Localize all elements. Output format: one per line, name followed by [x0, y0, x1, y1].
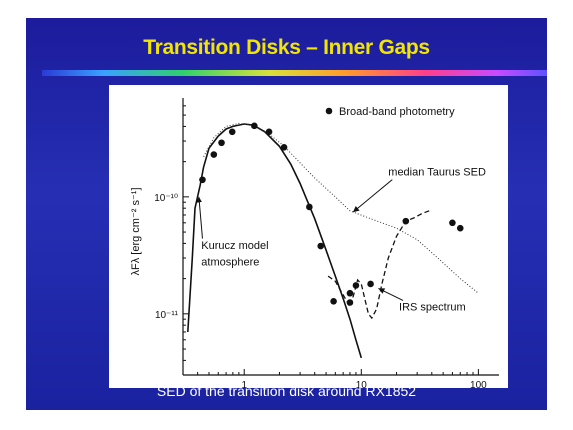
x-tick-label: 1 [241, 380, 247, 388]
x-tick-label: 100 [470, 380, 487, 388]
photometry-point [228, 128, 236, 136]
photometry-point [265, 128, 273, 136]
photometry-point [199, 176, 206, 184]
annotation-label: IRS spectrum [399, 301, 466, 313]
photometry-point [306, 203, 313, 211]
photometry-point [317, 242, 324, 250]
chart-axes: 1 10 100 10⁻¹⁰ 10⁻¹¹ λFλ [erg cm⁻² s⁻¹] [130, 98, 499, 388]
annotation-label: median Taurus SED [388, 167, 486, 179]
chart-points [199, 122, 464, 306]
title-underline-gradient [42, 70, 547, 76]
photometry-point [210, 151, 218, 158]
photometry-point [330, 297, 337, 305]
photometry-point [346, 289, 354, 297]
annotation-arrow [352, 179, 393, 213]
annotation-label: Kurucz model [201, 240, 268, 252]
photometry-point [346, 299, 354, 306]
arrow-head [353, 206, 360, 213]
legend-marker [325, 107, 333, 115]
y-axis-label: λFλ [erg cm⁻² s⁻¹] [130, 188, 142, 276]
y-tick-label: 10⁻¹⁰ [154, 193, 178, 204]
x-tick-label: 10 [356, 380, 368, 388]
annotation-label: atmosphere [201, 256, 259, 268]
photometry-point [352, 282, 360, 289]
photometry-point [251, 122, 258, 130]
photometry-point [218, 139, 225, 147]
slide-title: Transition Disks – Inner Gaps [143, 36, 430, 59]
annotation-arrow [198, 196, 203, 239]
photometry-point [367, 280, 374, 288]
median-taurus-sed-line [203, 122, 479, 294]
arrow-head [195, 196, 202, 203]
slide-caption: SED of the transition disk around RX1852 [156, 383, 417, 399]
slide: Transition Disks – Inner Gaps 1 10 100 10⁻¹… [26, 18, 547, 410]
legend-label: Broad-band photometry [339, 106, 455, 118]
photometry-point [280, 144, 288, 151]
chart-annotations: Broad-band photometry median Taurus SED Ku… [195, 106, 486, 313]
photometry-point [456, 224, 464, 232]
sed-chart: 1 10 100 10⁻¹⁰ 10⁻¹¹ λFλ [erg cm⁻² s⁻¹] Broad… [130, 98, 499, 388]
arrow-head [378, 288, 386, 294]
photometry-point [402, 217, 410, 225]
sed-figure: 1 10 100 10⁻¹⁰ 10⁻¹¹ λFλ [erg cm⁻² s⁻¹] Broad… [109, 85, 508, 388]
y-tick-label: 10⁻¹¹ [155, 310, 179, 321]
photometry-point [449, 219, 456, 227]
